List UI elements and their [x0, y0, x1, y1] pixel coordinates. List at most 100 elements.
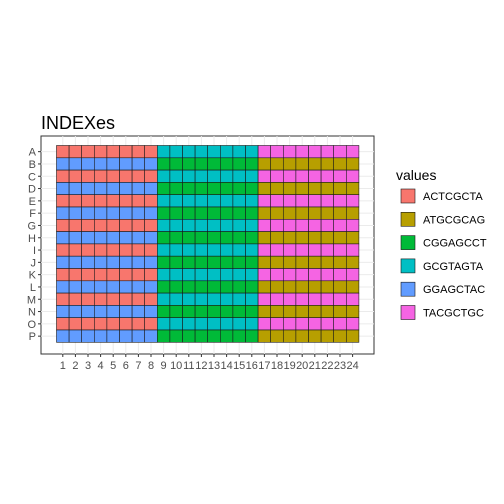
heatmap-cell [320, 194, 335, 208]
heatmap-cell [345, 329, 360, 343]
heatmap-cell [182, 231, 196, 245]
heatmap-cell [157, 329, 171, 343]
heatmap-cell [207, 280, 221, 294]
heatmap-cell [320, 292, 335, 306]
heatmap-cell [157, 182, 171, 195]
heatmap-cell [119, 194, 133, 208]
heatmap-cell [320, 329, 335, 343]
heatmap-cell [270, 317, 284, 331]
heatmap-cell [131, 231, 146, 245]
heatmap-cell [131, 305, 146, 318]
heatmap-cell [94, 169, 108, 183]
heatmap-cell [194, 317, 209, 331]
heatmap-cell [207, 268, 221, 282]
heatmap-cell [245, 219, 259, 232]
heatmap-cell [81, 255, 95, 269]
heatmap-cell [182, 280, 196, 294]
chart-title: INDEXes [41, 113, 115, 133]
heatmap-cell [157, 317, 171, 331]
heatmap-cell [119, 255, 133, 269]
heatmap-cell [345, 231, 360, 245]
heatmap-cell [144, 280, 158, 294]
heatmap-cell [81, 169, 95, 183]
heatmap-cell [81, 145, 95, 159]
heatmap-cell [81, 317, 95, 331]
heatmap-cell [308, 219, 322, 232]
heatmap-cell [282, 317, 297, 331]
heatmap-cell [131, 169, 146, 183]
heatmap-cell [333, 157, 347, 171]
y-tick-label: O [27, 319, 36, 331]
legend-label: ATGCGCAG [423, 214, 485, 226]
heatmap-cell [68, 280, 82, 294]
heatmap-cell [232, 169, 246, 183]
heatmap-cell [308, 169, 322, 183]
heatmap-cell [194, 231, 209, 245]
heatmap-cell [320, 305, 335, 318]
heatmap-cell [56, 157, 70, 171]
heatmap-cell [220, 231, 234, 245]
heatmap-cell [282, 292, 297, 306]
heatmap-cell [333, 206, 347, 220]
legend-label: TACGCTGC [423, 308, 484, 320]
heatmap-cell [56, 194, 70, 208]
heatmap-cell [320, 157, 335, 171]
heatmap-cell [182, 145, 196, 159]
heatmap-cell [282, 219, 297, 232]
heatmap-cell [345, 255, 360, 269]
y-tick-label: J [31, 257, 37, 269]
heatmap-cell [56, 317, 70, 331]
heatmap-cell [182, 157, 196, 171]
heatmap-cell [68, 157, 82, 171]
heatmap-cell [81, 292, 95, 306]
heatmap-cell [245, 169, 259, 183]
heatmap-cell [282, 305, 297, 318]
heatmap-cell [68, 145, 82, 159]
heatmap-cell [270, 231, 284, 245]
heatmap-cell [207, 305, 221, 318]
heatmap-cell [94, 157, 108, 171]
heatmap-cell [56, 145, 70, 159]
heatmap-cell [295, 182, 309, 195]
y-tick-label: C [28, 171, 36, 183]
heatmap-cell [144, 169, 158, 183]
heatmap-cell [169, 317, 183, 331]
heatmap-cell [144, 194, 158, 208]
heatmap-cell [56, 206, 70, 220]
heatmap-cell [207, 255, 221, 269]
heatmap-cell [81, 243, 95, 257]
heatmap-cell [169, 305, 183, 318]
x-tick-label: 23 [334, 360, 346, 372]
heatmap-cell [282, 182, 297, 195]
heatmap-cell [81, 231, 95, 245]
heatmap-cell [56, 268, 70, 282]
x-tick-label: 12 [195, 360, 207, 372]
legend-key [400, 212, 416, 227]
heatmap-cell [144, 157, 158, 171]
heatmap-cell [333, 145, 347, 159]
heatmap-cell [81, 194, 95, 208]
heatmap-cell [157, 292, 171, 306]
legend-title: values [396, 167, 436, 183]
heatmap-cell [220, 305, 234, 318]
x-tick-label: 9 [161, 360, 167, 372]
heatmap-cell [308, 145, 322, 159]
heatmap-cell [257, 243, 272, 257]
heatmap-cell [169, 243, 183, 257]
heatmap-cell [245, 280, 259, 294]
heatmap-cell [345, 280, 360, 294]
heatmap-cell [81, 280, 95, 294]
legend-key [400, 281, 416, 297]
y-tick-label: D [28, 184, 36, 196]
heatmap-cell [119, 219, 133, 232]
heatmap-cell [81, 219, 95, 232]
heatmap-cell [119, 329, 133, 343]
heatmap-cell [320, 206, 335, 220]
heatmap-cell [68, 182, 82, 195]
heatmap-cell [131, 243, 146, 257]
heatmap-cell [207, 243, 221, 257]
heatmap-cell [157, 219, 171, 232]
heatmap-cell [106, 243, 120, 257]
x-tick-label: 3 [85, 360, 91, 372]
